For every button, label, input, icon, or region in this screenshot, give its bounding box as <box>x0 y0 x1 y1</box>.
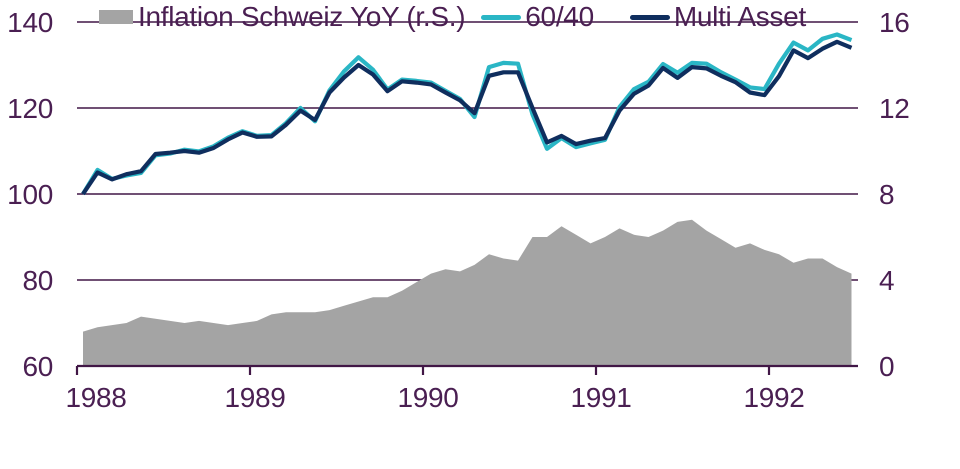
sixty-forty-line-swatch <box>481 14 522 20</box>
legend-label-inflation: Inflation Schweiz YoY (r.S.) <box>138 1 466 32</box>
inflation-area-series <box>83 219 852 366</box>
y-axis-right-label-8: 8 <box>879 179 894 210</box>
inflation-area-swatch <box>99 10 133 24</box>
y-axis-left-label-60: 60 <box>22 351 53 382</box>
chart-canvas: 1988 1989 1990 1991 1992 60 80 100 120 140 0 4 8 12 16 <box>7 7 910 413</box>
series-line-multi-asset <box>81 39 853 196</box>
y-axis-right-label-16: 16 <box>879 7 910 38</box>
y-axis-right-label-4: 4 <box>879 265 894 296</box>
legend-item-60-40: 60/40 <box>481 1 594 33</box>
y-axis-left-label-140: 140 <box>7 7 53 38</box>
legend-item-multi-asset: Multi Asset <box>629 1 806 33</box>
y-axis-right-label-0: 0 <box>879 351 894 382</box>
x-axis-label-1990: 1990 <box>397 382 458 413</box>
x-axis-label-1988: 1988 <box>65 382 126 413</box>
series-line-60-40 <box>81 32 853 196</box>
multi-asset-line-swatch <box>629 14 670 20</box>
legend-label-60-40: 60/40 <box>525 1 594 32</box>
y-axis-left-label-80: 80 <box>22 265 53 296</box>
legend-label-multi-asset: Multi Asset <box>673 1 806 32</box>
chart-legend: Inflation Schweiz YoY (r.S.) 60/40 Multi… <box>0 0 960 34</box>
y-axis-left-label-120: 120 <box>7 93 53 124</box>
y-axis-left-label-100: 100 <box>7 179 53 210</box>
x-axis-label-1992: 1992 <box>743 382 804 413</box>
x-axis-label-1989: 1989 <box>224 382 285 413</box>
y-axis-right-label-12: 12 <box>879 93 910 124</box>
x-axis-label-1991: 1991 <box>570 382 631 413</box>
legend-item-inflation: Inflation Schweiz YoY (r.S.) <box>99 1 466 33</box>
